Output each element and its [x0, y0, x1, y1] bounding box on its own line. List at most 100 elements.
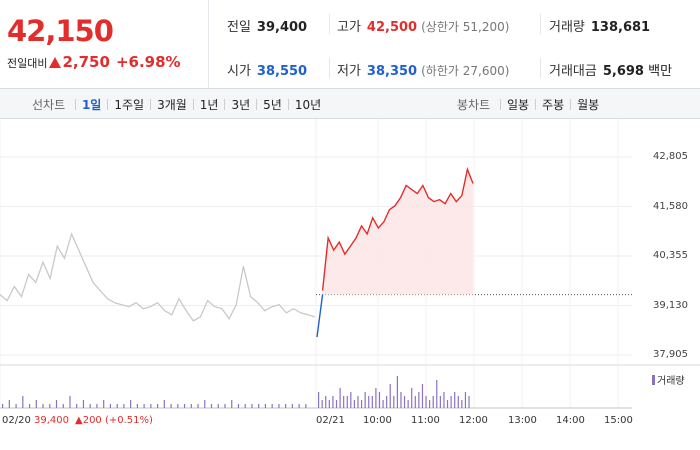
prev-volume-bar: [55, 400, 58, 408]
today-volume-bar: [332, 396, 334, 408]
tab-divider: [192, 99, 194, 110]
today-fill: [322, 169, 473, 295]
today-volume-bar: [450, 396, 452, 408]
prev-change-value: 200: [82, 415, 102, 426]
line-tab-4[interactable]: 3년: [231, 98, 251, 112]
prev-volume-bar: [130, 400, 132, 408]
today-volume-bar: [400, 392, 402, 408]
prev-volume-bar: [8, 400, 10, 408]
today-volume-bar: [378, 392, 381, 408]
today-volume-bar: [454, 392, 456, 408]
today-volume-bar: [339, 388, 341, 408]
change-percent: +6.98%: [115, 53, 181, 71]
candle-tab-1[interactable]: 주봉: [542, 98, 565, 112]
today-volume-bar: [461, 400, 463, 408]
y-tick-label: 37,905: [653, 349, 688, 360]
prev-volume-bar: [62, 404, 64, 408]
tab-divider: [499, 99, 501, 110]
prev-volume-bar: [15, 404, 17, 408]
prev-volume-bar: [224, 404, 226, 408]
chart-canvas: [0, 119, 700, 409]
line-tab-3[interactable]: 1년: [199, 98, 219, 112]
today-volume-bar: [432, 396, 434, 408]
price-chart: [0, 119, 700, 450]
price-change: 전일대비 2,750 +6.98%: [7, 53, 181, 71]
candle-tab-0[interactable]: 일봉: [506, 98, 530, 112]
prev-volume-bar: [103, 400, 105, 408]
tab-divider: [150, 99, 152, 110]
x-label-prev-info: 39,400: [34, 415, 69, 426]
prev-volume-bar: [89, 404, 91, 408]
candle-tab-2[interactable]: 월봉: [577, 98, 600, 112]
today-line: [321, 166, 474, 291]
prev-volume-bar: [22, 396, 24, 408]
prev-volume-bar: [49, 404, 51, 408]
today-volume-bar: [439, 396, 441, 408]
line-tab-5[interactable]: 5년: [263, 98, 282, 112]
stat-high: 고가 42,500 (상한가 51,200): [337, 20, 510, 35]
today-volume-bar: [335, 400, 338, 408]
stat-low: 저가 38,350 (하한가 27,600): [337, 64, 510, 79]
current-price: 42,150: [7, 14, 114, 48]
today-volume-bar: [357, 396, 359, 408]
divider: [329, 14, 330, 34]
change-label: 전일대비: [7, 57, 48, 70]
today-volume-bar: [421, 384, 424, 408]
today-volume-bar: [429, 400, 431, 408]
today-volume-bar: [443, 392, 445, 408]
up-triangle-icon: [49, 57, 62, 68]
today-volume-bar: [411, 388, 413, 408]
today-volume-bar: [350, 392, 352, 408]
divider: [329, 58, 330, 78]
prev-volume-bar: [217, 404, 219, 408]
stat-prev-close: 전일 39,400: [227, 20, 308, 35]
line-tab-0[interactable]: 1일: [81, 98, 102, 112]
x-label-prev-change: ▲200 (+0.51%): [75, 415, 153, 426]
today-volume-bar: [375, 388, 377, 408]
today-volume-bar: [321, 400, 323, 408]
x-label-today: 02/21: [316, 415, 345, 426]
prev-volume-bar: [231, 400, 233, 408]
today-volume-bar: [464, 392, 467, 408]
today-volume-bar: [371, 396, 373, 408]
today-volume-bar: [446, 400, 449, 408]
candle-chart-label: 봉차트: [457, 98, 491, 112]
x-label-time: 14:00: [556, 415, 585, 426]
tab-divider: [256, 99, 258, 110]
line-tab-2[interactable]: 3개월: [157, 98, 187, 112]
prev-volume-bar: [237, 404, 240, 408]
prev-change-pct: (+0.51%): [104, 415, 153, 426]
today-volume-bar: [325, 396, 327, 408]
prev-volume-bar: [285, 404, 287, 408]
today-volume-bar: [425, 396, 427, 408]
line-tab-1[interactable]: 1주일: [114, 98, 145, 112]
prev-volume-bar: [96, 404, 98, 408]
change-value: 2,750: [62, 53, 110, 71]
x-label-time: 13:00: [508, 415, 537, 426]
today-volume-bar: [364, 392, 366, 408]
tab-divider: [74, 99, 76, 110]
stat-amount: 거래대금 5,698 백만: [549, 64, 673, 79]
prev-volume-bar: [305, 404, 307, 408]
prev-volume-bar: [2, 404, 4, 408]
prev-volume-bar: [28, 404, 31, 408]
volume-legend: 거래량: [652, 372, 685, 387]
prev-volume-bar: [69, 396, 71, 408]
today-volume-bar: [346, 396, 348, 408]
prev-volume-bar: [264, 404, 267, 408]
today-volume-bar: [382, 400, 384, 408]
today-volume-bar: [396, 376, 398, 408]
prev-volume-bar: [116, 404, 118, 408]
divider: [540, 14, 541, 34]
today-volume-bar: [343, 396, 345, 408]
today-volume-bar: [389, 384, 391, 408]
tab-divider: [570, 99, 572, 110]
prev-volume-bar: [183, 404, 186, 408]
prev-volume-bar: [170, 404, 172, 408]
divider: [540, 58, 541, 78]
prev-volume-bar: [150, 404, 152, 408]
prev-volume-bar: [278, 404, 280, 408]
prev-volume-bar: [82, 400, 85, 408]
today-volume-bar: [386, 396, 388, 408]
line-tab-6[interactable]: 10년: [294, 98, 322, 112]
